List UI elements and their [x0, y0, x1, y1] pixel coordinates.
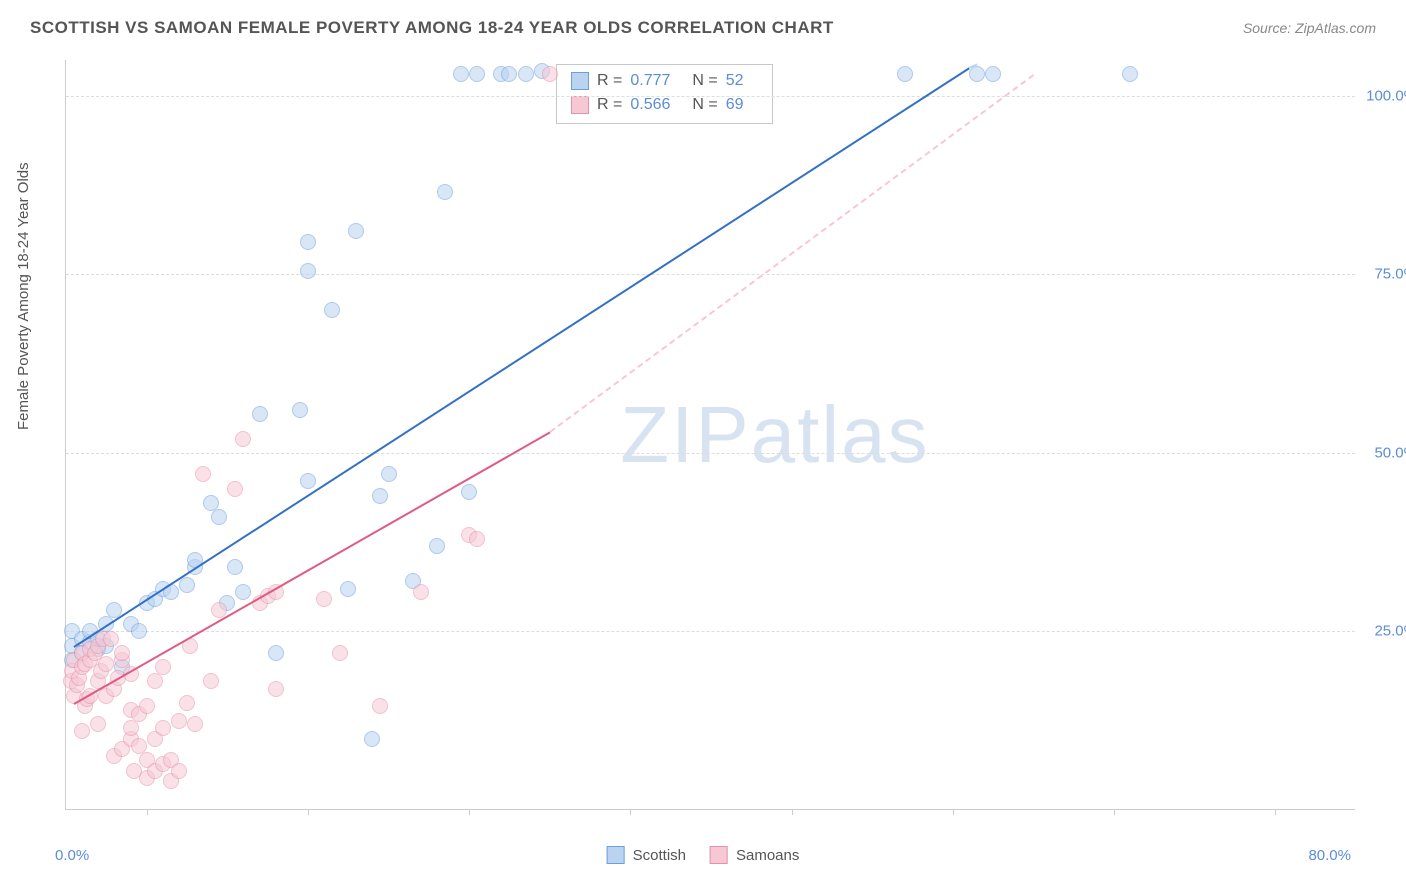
legend-swatch — [607, 846, 625, 864]
scatter-point — [179, 695, 195, 711]
scatter-point — [114, 645, 130, 661]
scatter-point — [195, 466, 211, 482]
scatter-point — [461, 484, 477, 500]
legend-swatch — [571, 96, 589, 114]
scatter-point — [437, 184, 453, 200]
scatter-point — [348, 223, 364, 239]
y-tick-label: 75.0% — [1374, 266, 1406, 283]
scatter-point — [171, 763, 187, 779]
x-tick — [953, 809, 954, 815]
scatter-point — [300, 473, 316, 489]
scatter-point — [98, 656, 114, 672]
r-label: R = — [597, 69, 622, 93]
x-tick — [308, 809, 309, 815]
scatter-point — [332, 645, 348, 661]
scatter-point — [179, 577, 195, 593]
x-tick — [630, 809, 631, 815]
scatter-point — [292, 402, 308, 418]
scatter-point — [985, 66, 1001, 82]
n-value: 52 — [726, 69, 744, 93]
x-axis-max-label: 80.0% — [1308, 847, 1351, 864]
scatter-point — [340, 581, 356, 597]
scatter-point — [171, 713, 187, 729]
scatter-point — [227, 481, 243, 497]
scatter-point — [1122, 66, 1138, 82]
scatter-point — [227, 559, 243, 575]
scatter-point — [90, 716, 106, 732]
gridline-horizontal — [66, 96, 1355, 97]
n-label: N = — [692, 69, 717, 93]
watermark-part1: ZIP — [620, 390, 750, 479]
x-axis-min-label: 0.0% — [55, 847, 89, 864]
y-tick-label: 25.0% — [1374, 623, 1406, 640]
legend-swatch — [571, 72, 589, 90]
scatter-point — [501, 66, 517, 82]
scatter-point — [268, 681, 284, 697]
scatter-point — [235, 584, 251, 600]
scatter-point — [203, 673, 219, 689]
scatter-point — [518, 66, 534, 82]
scatter-point — [381, 466, 397, 482]
regression-line — [74, 67, 970, 647]
scatter-point — [235, 431, 251, 447]
scatter-point — [364, 731, 380, 747]
scatter-point — [542, 66, 558, 82]
scatter-point — [139, 698, 155, 714]
scatter-point — [453, 66, 469, 82]
stats-row: R = 0.777 N = 52 — [571, 69, 758, 93]
scatter-point — [969, 66, 985, 82]
scatter-point — [300, 234, 316, 250]
x-tick — [147, 809, 148, 815]
scatter-point — [429, 538, 445, 554]
y-tick-label: 50.0% — [1374, 444, 1406, 461]
scatter-point — [897, 66, 913, 82]
chart-title: SCOTTISH VS SAMOAN FEMALE POVERTY AMONG … — [30, 18, 834, 38]
scatter-point — [187, 716, 203, 732]
scatter-point — [155, 720, 171, 736]
gridline-horizontal — [66, 631, 1355, 632]
regression-line-dashed — [549, 74, 1034, 433]
x-tick — [469, 809, 470, 815]
scatter-point — [131, 623, 147, 639]
scatter-point — [147, 673, 163, 689]
y-tick-label: 100.0% — [1366, 87, 1406, 104]
source-attribution: Source: ZipAtlas.com — [1243, 20, 1376, 36]
watermark-part2: atlas — [751, 390, 930, 479]
scatter-point — [469, 531, 485, 547]
gridline-horizontal — [66, 274, 1355, 275]
plot-area: ZIPatlas R =0.777N =52R =0.566N =69 25.0… — [65, 60, 1355, 810]
legend-item: Samoans — [710, 846, 799, 864]
scatter-point — [413, 584, 429, 600]
scatter-point — [268, 645, 284, 661]
scatter-point — [324, 302, 340, 318]
scatter-point — [211, 509, 227, 525]
legend-label: Samoans — [736, 847, 799, 864]
x-tick — [792, 809, 793, 815]
scatter-point — [103, 631, 119, 647]
x-tick — [1114, 809, 1115, 815]
scatter-point — [300, 263, 316, 279]
scatter-point — [252, 406, 268, 422]
r-value: 0.777 — [630, 69, 670, 93]
scatter-point — [372, 488, 388, 504]
scatter-point — [372, 698, 388, 714]
stats-legend-box: R =0.777N =52R =0.566N =69 — [556, 64, 773, 124]
scatter-point — [74, 723, 90, 739]
regression-line — [74, 432, 551, 705]
scatter-point — [316, 591, 332, 607]
watermark: ZIPatlas — [620, 389, 929, 481]
bottom-legend: Scottish Samoans — [607, 846, 800, 864]
scatter-point — [155, 659, 171, 675]
legend-label: Scottish — [633, 847, 686, 864]
y-axis-label: Female Poverty Among 18-24 Year Olds — [15, 162, 32, 430]
legend-item: Scottish — [607, 846, 686, 864]
scatter-point — [469, 66, 485, 82]
legend-swatch — [710, 846, 728, 864]
gridline-horizontal — [66, 453, 1355, 454]
scatter-point — [123, 720, 139, 736]
x-tick — [1275, 809, 1276, 815]
